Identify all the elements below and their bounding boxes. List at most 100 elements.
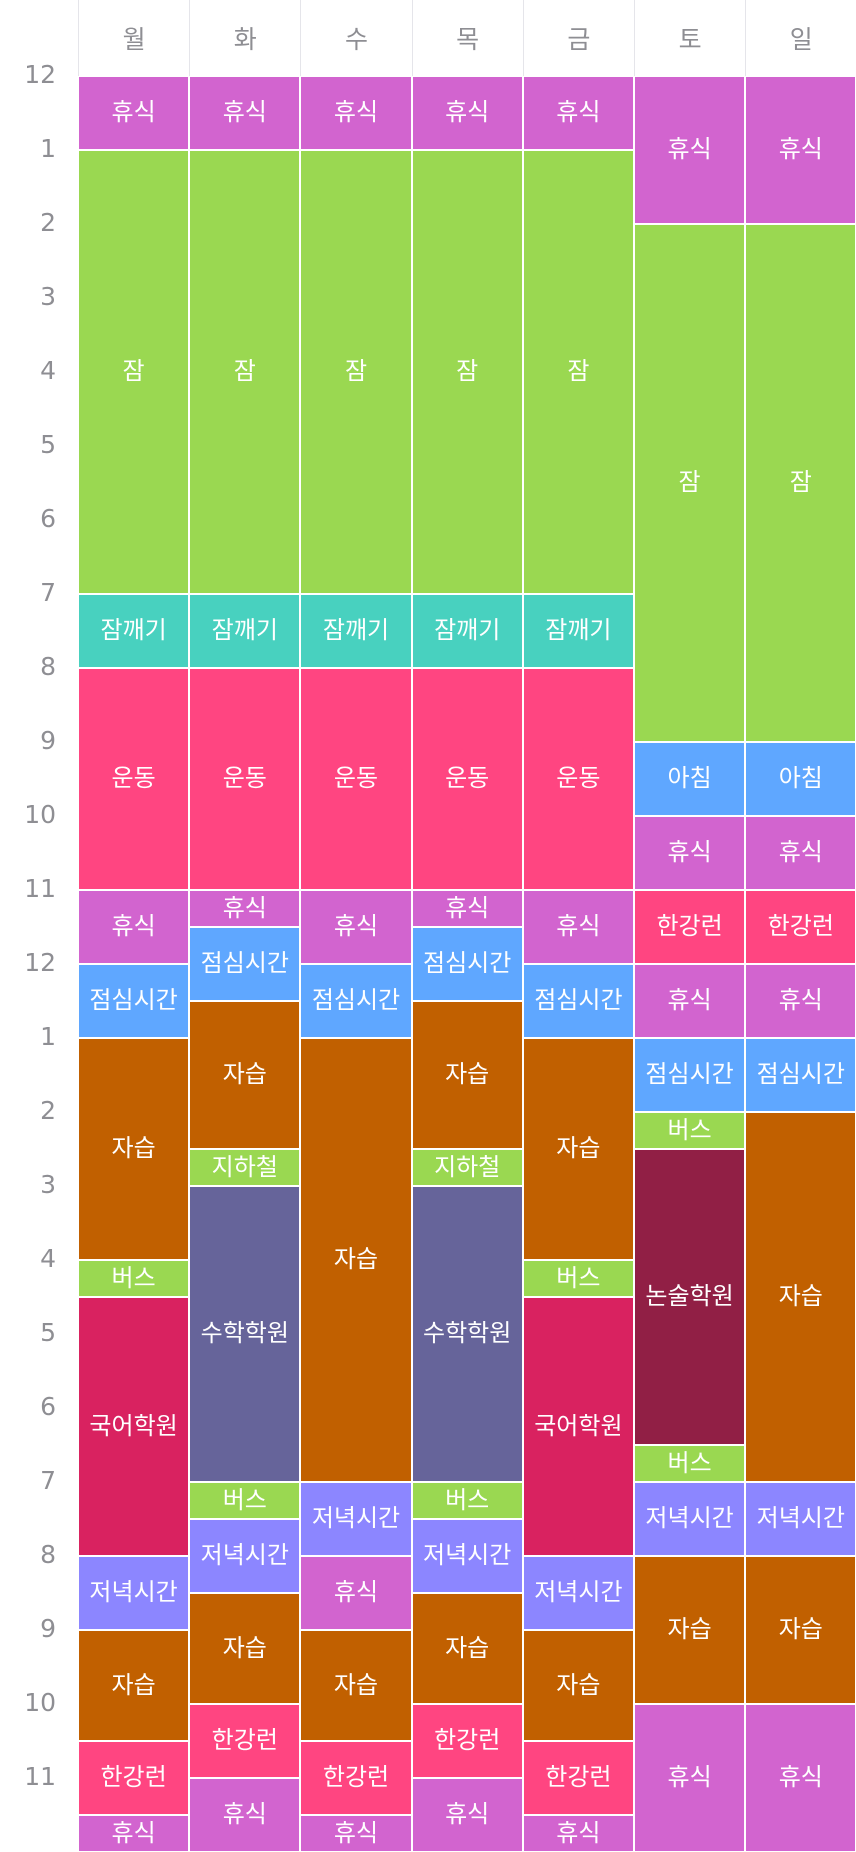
schedule-block[interactable]: 자습 [411, 1001, 523, 1149]
schedule-block[interactable]: 버스 [634, 1112, 746, 1149]
schedule-block[interactable]: 휴식 [411, 76, 523, 150]
schedule-block[interactable]: 휴식 [745, 964, 856, 1038]
schedule-block[interactable]: 잠깨기 [411, 594, 523, 668]
schedule-block[interactable]: 한강런 [522, 1741, 634, 1815]
schedule-block[interactable]: 휴식 [745, 76, 856, 224]
schedule-block[interactable]: 휴식 [78, 1815, 190, 1852]
schedule-block[interactable]: 운동 [411, 668, 523, 890]
schedule-block[interactable]: 아침 [634, 742, 746, 816]
schedule-block[interactable]: 자습 [411, 1593, 523, 1704]
schedule-block[interactable]: 버스 [522, 1260, 634, 1297]
schedule-block[interactable]: 잠 [411, 150, 523, 594]
schedule-block[interactable]: 점심시간 [300, 964, 412, 1038]
hour-label: 11 [24, 1762, 56, 1792]
schedule-block[interactable]: 자습 [634, 1556, 746, 1704]
day-header-mon: 월 [78, 0, 189, 76]
schedule-block[interactable]: 휴식 [411, 1778, 523, 1852]
hour-label: 8 [40, 652, 56, 682]
schedule-block[interactable]: 휴식 [300, 1815, 412, 1852]
schedule-block[interactable]: 자습 [745, 1112, 856, 1482]
hour-label: 7 [40, 1466, 56, 1496]
schedule-block[interactable]: 휴식 [189, 890, 301, 927]
schedule-block[interactable]: 한강런 [411, 1704, 523, 1778]
schedule-block[interactable]: 점심시간 [411, 927, 523, 1001]
schedule-block[interactable]: 자습 [189, 1001, 301, 1149]
schedule-block[interactable]: 국어학원 [78, 1297, 190, 1556]
schedule-block[interactable]: 잠 [300, 150, 412, 594]
schedule-block[interactable]: 아침 [745, 742, 856, 816]
schedule-block[interactable]: 한강런 [745, 890, 856, 964]
schedule-block[interactable]: 휴식 [189, 76, 301, 150]
schedule-block[interactable]: 휴식 [634, 816, 746, 890]
schedule-block[interactable]: 자습 [300, 1630, 412, 1741]
schedule-block[interactable]: 잠 [522, 150, 634, 594]
schedule-block[interactable]: 휴식 [300, 890, 412, 964]
schedule-block[interactable]: 점심시간 [745, 1038, 856, 1112]
schedule-block[interactable]: 저녁시간 [634, 1482, 746, 1556]
hour-label: 1 [40, 134, 56, 164]
schedule-block[interactable]: 휴식 [411, 890, 523, 927]
schedule-block[interactable]: 휴식 [522, 76, 634, 150]
day-header-wed: 수 [300, 0, 411, 76]
schedule-block[interactable]: 점심시간 [78, 964, 190, 1038]
schedule-block[interactable]: 한강런 [634, 890, 746, 964]
schedule-block[interactable]: 자습 [300, 1038, 412, 1482]
schedule-block[interactable]: 점심시간 [189, 927, 301, 1001]
schedule-block[interactable]: 논술학원 [634, 1149, 746, 1445]
schedule-block[interactable]: 잠깨기 [78, 594, 190, 668]
schedule-block[interactable]: 자습 [189, 1593, 301, 1704]
schedule-block[interactable]: 한강런 [78, 1741, 190, 1815]
schedule-block[interactable]: 잠깨기 [300, 594, 412, 668]
schedule-block[interactable]: 휴식 [522, 1815, 634, 1852]
timetable-grid: 휴식 잠 잠깨기 운동 휴식 점심시간 자습 버스 국어학원 저녁시간 자습 한강런 휴식 휴식 잠 잠깨기 운… [78, 76, 856, 1852]
schedule-block[interactable]: 저녁시간 [745, 1482, 856, 1556]
hour-label: 3 [40, 282, 56, 312]
schedule-block[interactable]: 국어학원 [522, 1297, 634, 1556]
schedule-block[interactable]: 운동 [78, 668, 190, 890]
schedule-block[interactable]: 자습 [522, 1038, 634, 1260]
schedule-block[interactable]: 자습 [78, 1038, 190, 1260]
schedule-block[interactable]: 운동 [189, 668, 301, 890]
schedule-block[interactable]: 휴식 [522, 890, 634, 964]
schedule-block[interactable]: 지하철 [411, 1149, 523, 1186]
schedule-block[interactable]: 휴식 [300, 76, 412, 150]
schedule-block[interactable]: 휴식 [745, 1704, 856, 1852]
schedule-block[interactable]: 점심시간 [634, 1038, 746, 1112]
schedule-block[interactable]: 저녁시간 [189, 1519, 301, 1593]
schedule-block[interactable]: 수학학원 [411, 1186, 523, 1482]
schedule-block[interactable]: 운동 [300, 668, 412, 890]
schedule-block[interactable]: 잠 [189, 150, 301, 594]
schedule-block[interactable]: 저녁시간 [522, 1556, 634, 1630]
schedule-block[interactable]: 휴식 [78, 890, 190, 964]
schedule-block[interactable]: 잠 [634, 224, 746, 742]
schedule-block[interactable]: 휴식 [634, 1704, 746, 1852]
schedule-block[interactable]: 잠깨기 [522, 594, 634, 668]
schedule-block[interactable]: 휴식 [634, 76, 746, 224]
schedule-block[interactable]: 휴식 [300, 1556, 412, 1630]
schedule-block[interactable]: 운동 [522, 668, 634, 890]
schedule-block[interactable]: 휴식 [78, 76, 190, 150]
schedule-block[interactable]: 저녁시간 [78, 1556, 190, 1630]
schedule-block[interactable]: 버스 [78, 1260, 190, 1297]
schedule-block[interactable]: 한강런 [189, 1704, 301, 1778]
schedule-block[interactable]: 휴식 [745, 816, 856, 890]
schedule-block[interactable]: 자습 [522, 1630, 634, 1741]
schedule-block[interactable]: 휴식 [634, 964, 746, 1038]
schedule-block[interactable]: 자습 [78, 1630, 190, 1741]
schedule-block[interactable]: 휴식 [189, 1778, 301, 1852]
schedule-block[interactable]: 자습 [745, 1556, 856, 1704]
schedule-block[interactable]: 버스 [634, 1445, 746, 1482]
schedule-block[interactable]: 저녁시간 [300, 1482, 412, 1556]
hour-label: 10 [24, 1688, 56, 1718]
schedule-block[interactable]: 버스 [411, 1482, 523, 1519]
schedule-block[interactable]: 버스 [189, 1482, 301, 1519]
schedule-block[interactable]: 수학학원 [189, 1186, 301, 1482]
schedule-block[interactable]: 잠 [745, 224, 856, 742]
day-header-sat: 토 [634, 0, 745, 76]
schedule-block[interactable]: 점심시간 [522, 964, 634, 1038]
schedule-block[interactable]: 지하철 [189, 1149, 301, 1186]
schedule-block[interactable]: 한강런 [300, 1741, 412, 1815]
schedule-block[interactable]: 잠 [78, 150, 190, 594]
schedule-block[interactable]: 잠깨기 [189, 594, 301, 668]
schedule-block[interactable]: 저녁시간 [411, 1519, 523, 1593]
